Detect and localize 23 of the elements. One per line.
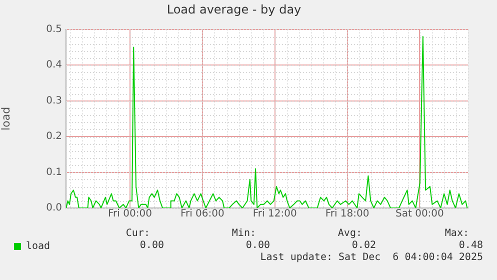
- chart-title: Load average - by day: [166, 2, 302, 16]
- text: 0.00: [140, 240, 164, 252]
- y-tick-label: 0.0: [46, 202, 62, 214]
- text: Last update: Sat Dec 6 04:00:04 2025: [260, 252, 483, 264]
- y-axis-title: load: [0, 106, 12, 130]
- text: Cur:: [126, 228, 150, 240]
- text: Min:: [232, 228, 256, 240]
- x-tick-label: Sat 00:00: [396, 208, 444, 220]
- x-tick-label: Fri 06:00: [180, 208, 224, 220]
- x-tick-label: Fri 12:00: [252, 208, 297, 220]
- legend-label: load: [26, 240, 50, 252]
- y-tick-label: 0.4: [46, 60, 62, 71]
- text: Avg:: [338, 228, 362, 240]
- x-tick-label: Fri 18:00: [325, 208, 370, 220]
- text: 0.00: [246, 240, 270, 252]
- text: 0.02: [352, 240, 376, 252]
- y-tick-label: 0.1: [46, 166, 62, 178]
- y-tick-label: 0.5: [46, 24, 62, 35]
- y-tick-label: 0.2: [46, 131, 62, 142]
- text: 0.48: [458, 240, 483, 252]
- text: Max:: [444, 228, 469, 240]
- x-tick-label: Fri 00:00: [108, 208, 152, 220]
- y-tick-label: 0.3: [46, 95, 62, 106]
